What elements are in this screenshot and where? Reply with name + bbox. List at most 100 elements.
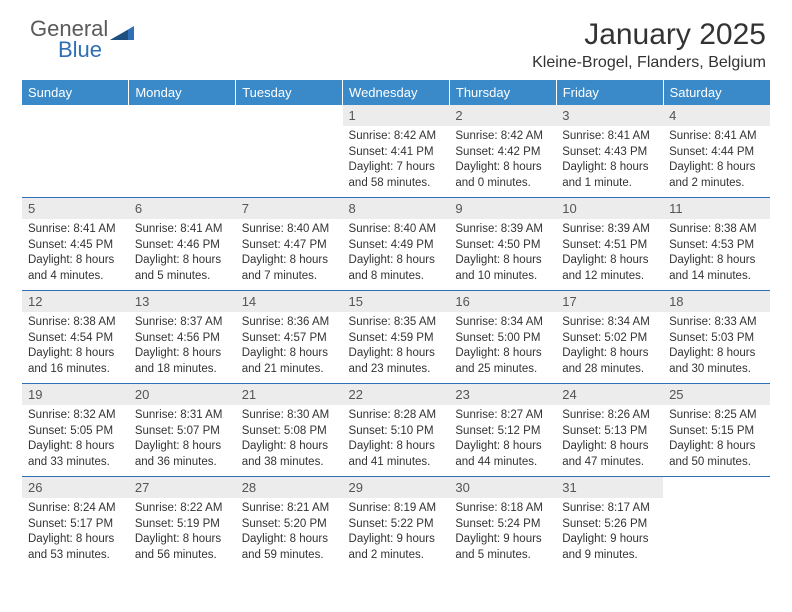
day-data: Sunrise: 8:17 AMSunset: 5:26 PMDaylight:… bbox=[556, 498, 663, 569]
calendar-week-row: 26 Sunrise: 8:24 AMSunset: 5:17 PM Dayligh… bbox=[22, 477, 770, 570]
sunrise-line: Sunrise: 8:27 AM bbox=[455, 408, 550, 424]
calendar-day-cell: 17Sunrise: 8:34 AMSunset: 5:02 PMDayligh… bbox=[556, 291, 663, 384]
day-number: 13 bbox=[129, 291, 236, 312]
calendar-week-row: 19Sunrise: 8:32 AMSunset: 5:05 PMDayligh… bbox=[22, 384, 770, 477]
daylight1-line: Daylight: 8 hours bbox=[562, 160, 657, 176]
day-data: Sunrise: 8:41 AMSunset: 4:44 PMDaylight:… bbox=[663, 126, 770, 197]
day-number: 22 bbox=[343, 384, 450, 405]
calendar-day-cell: 24Sunrise: 8:26 AMSunset: 5:13 PMDayligh… bbox=[556, 384, 663, 477]
day-number: 11 bbox=[663, 198, 770, 219]
day-data: Sunrise: 8:25 AMSunset: 5:15 PMDaylight:… bbox=[663, 405, 770, 476]
day-number: 9 bbox=[449, 198, 556, 219]
day-data: Sunrise: 8:38 AMSunset: 4:53 PMDaylight:… bbox=[663, 219, 770, 290]
sunrise-line: Sunrise: 8:24 AM bbox=[28, 501, 123, 517]
daylight1-line: Daylight: 7 hours bbox=[349, 160, 444, 176]
sunset-line: Sunset: 5:17 PM bbox=[28, 517, 123, 533]
daylight1-line: Daylight: 8 hours bbox=[562, 439, 657, 455]
day-data: Sunrise: 8:40 AMSunset: 4:49 PMDaylight:… bbox=[343, 219, 450, 290]
day-data: Sunrise: 8:19 AMSunset: 5:22 PMDaylight:… bbox=[343, 498, 450, 569]
daylight2-line: and 53 minutes. bbox=[28, 548, 123, 564]
sunset-line: Sunset: 5:22 PM bbox=[349, 517, 444, 533]
sunrise-line: Sunrise: 8:31 AM bbox=[135, 408, 230, 424]
calendar-day-cell: 13Sunrise: 8:37 AMSunset: 4:56 PMDayligh… bbox=[129, 291, 236, 384]
daylight1-line: Daylight: 8 hours bbox=[349, 439, 444, 455]
sunset-line: Sunset: 4:51 PM bbox=[562, 238, 657, 254]
sunset-line: Sunset: 4:45 PM bbox=[28, 238, 123, 254]
sunset-line: Sunset: 5:19 PM bbox=[135, 517, 230, 533]
daylight2-line: and 5 minutes. bbox=[135, 269, 230, 285]
sunrise-line: Sunrise: 8:17 AM bbox=[562, 501, 657, 517]
day-number: 27 bbox=[129, 477, 236, 498]
calendar-day-cell: 4Sunrise: 8:41 AMSunset: 4:44 PMDaylight… bbox=[663, 105, 770, 198]
sunrise-line: Sunrise: 8:32 AM bbox=[28, 408, 123, 424]
calendar-day-cell: 28Sunrise: 8:21 AMSunset: 5:20 PMDayligh… bbox=[236, 477, 343, 570]
brand-logo: General Blue bbox=[30, 18, 134, 61]
daylight2-line: and 38 minutes. bbox=[242, 455, 337, 471]
sunrise-line: Sunrise: 8:40 AM bbox=[242, 222, 337, 238]
calendar-day-cell: 23Sunrise: 8:27 AMSunset: 5:12 PMDayligh… bbox=[449, 384, 556, 477]
sunset-line: Sunset: 4:43 PM bbox=[562, 145, 657, 161]
daylight2-line: and 30 minutes. bbox=[669, 362, 764, 378]
sunset-line: Sunset: 5:12 PM bbox=[455, 424, 550, 440]
calendar-day-cell: 19Sunrise: 8:32 AMSunset: 5:05 PMDayligh… bbox=[22, 384, 129, 477]
calendar-day-cell bbox=[663, 477, 770, 570]
daylight2-line: and 58 minutes. bbox=[349, 176, 444, 192]
daylight2-line: and 50 minutes. bbox=[669, 455, 764, 471]
sunset-line: Sunset: 4:47 PM bbox=[242, 238, 337, 254]
daylight2-line: and 33 minutes. bbox=[28, 455, 123, 471]
sunrise-line: Sunrise: 8:19 AM bbox=[349, 501, 444, 517]
day-data: Sunrise: 8:22 AMSunset: 5:19 PMDaylight:… bbox=[129, 498, 236, 569]
daylight2-line: and 28 minutes. bbox=[562, 362, 657, 378]
day-data: Sunrise: 8:41 AMSunset: 4:45 PMDaylight:… bbox=[22, 219, 129, 290]
daylight1-line: Daylight: 8 hours bbox=[669, 346, 764, 362]
daylight1-line: Daylight: 8 hours bbox=[28, 346, 123, 362]
daylight1-line: Daylight: 8 hours bbox=[562, 346, 657, 362]
calendar-table: Sunday Monday Tuesday Wednesday Thursday… bbox=[22, 80, 770, 569]
weekday-header: Wednesday bbox=[343, 80, 450, 105]
calendar-day-cell: 5Sunrise: 8:41 AMSunset: 4:45 PMDaylight… bbox=[22, 198, 129, 291]
calendar-day-cell: 22Sunrise: 8:28 AMSunset: 5:10 PMDayligh… bbox=[343, 384, 450, 477]
day-data: Sunrise: 8:41 AMSunset: 4:43 PMDaylight:… bbox=[556, 126, 663, 197]
calendar-day-cell: 30Sunrise: 8:18 AMSunset: 5:24 PMDayligh… bbox=[449, 477, 556, 570]
sunrise-line: Sunrise: 8:37 AM bbox=[135, 315, 230, 331]
calendar-day-cell: 6Sunrise: 8:41 AMSunset: 4:46 PMDaylight… bbox=[129, 198, 236, 291]
calendar-day-cell: 27Sunrise: 8:22 AMSunset: 5:19 PMDayligh… bbox=[129, 477, 236, 570]
day-number: 15 bbox=[343, 291, 450, 312]
sunrise-line: Sunrise: 8:38 AM bbox=[669, 222, 764, 238]
daylight1-line: Daylight: 8 hours bbox=[455, 346, 550, 362]
daylight1-line: Daylight: 8 hours bbox=[135, 532, 230, 548]
calendar-day-cell: 14Sunrise: 8:36 AMSunset: 4:57 PMDayligh… bbox=[236, 291, 343, 384]
day-number: 17 bbox=[556, 291, 663, 312]
daylight1-line: Daylight: 8 hours bbox=[455, 160, 550, 176]
sunset-line: Sunset: 5:03 PM bbox=[669, 331, 764, 347]
daylight1-line: Daylight: 8 hours bbox=[242, 346, 337, 362]
day-number: 14 bbox=[236, 291, 343, 312]
sunrise-line: Sunrise: 8:41 AM bbox=[669, 129, 764, 145]
sunset-line: Sunset: 5:26 PM bbox=[562, 517, 657, 533]
day-data: Sunrise: 8:39 AMSunset: 4:50 PMDaylight:… bbox=[449, 219, 556, 290]
daylight1-line: Daylight: 8 hours bbox=[562, 253, 657, 269]
sunset-line: Sunset: 5:00 PM bbox=[455, 331, 550, 347]
day-number: 26 bbox=[22, 477, 129, 498]
sunrise-line: Sunrise: 8:41 AM bbox=[562, 129, 657, 145]
sunset-line: Sunset: 5:08 PM bbox=[242, 424, 337, 440]
weekday-header: Saturday bbox=[663, 80, 770, 105]
weekday-header: Thursday bbox=[449, 80, 556, 105]
daylight1-line: Daylight: 8 hours bbox=[455, 253, 550, 269]
calendar-day-cell: 10Sunrise: 8:39 AMSunset: 4:51 PMDayligh… bbox=[556, 198, 663, 291]
daylight1-line: Daylight: 8 hours bbox=[135, 253, 230, 269]
weekday-header: Friday bbox=[556, 80, 663, 105]
day-data: Sunrise: 8:30 AMSunset: 5:08 PMDaylight:… bbox=[236, 405, 343, 476]
sunrise-line: Sunrise: 8:42 AM bbox=[349, 129, 444, 145]
daylight1-line: Daylight: 9 hours bbox=[562, 532, 657, 548]
day-number: 1 bbox=[343, 105, 450, 126]
day-number: 4 bbox=[663, 105, 770, 126]
daylight2-line: and 59 minutes. bbox=[242, 548, 337, 564]
calendar-day-cell: 15Sunrise: 8:35 AMSunset: 4:59 PMDayligh… bbox=[343, 291, 450, 384]
sunrise-line: Sunrise: 8:33 AM bbox=[669, 315, 764, 331]
day-number: 2 bbox=[449, 105, 556, 126]
day-number: 21 bbox=[236, 384, 343, 405]
sunset-line: Sunset: 4:41 PM bbox=[349, 145, 444, 161]
sunset-line: Sunset: 5:15 PM bbox=[669, 424, 764, 440]
sunrise-line: Sunrise: 8:18 AM bbox=[455, 501, 550, 517]
